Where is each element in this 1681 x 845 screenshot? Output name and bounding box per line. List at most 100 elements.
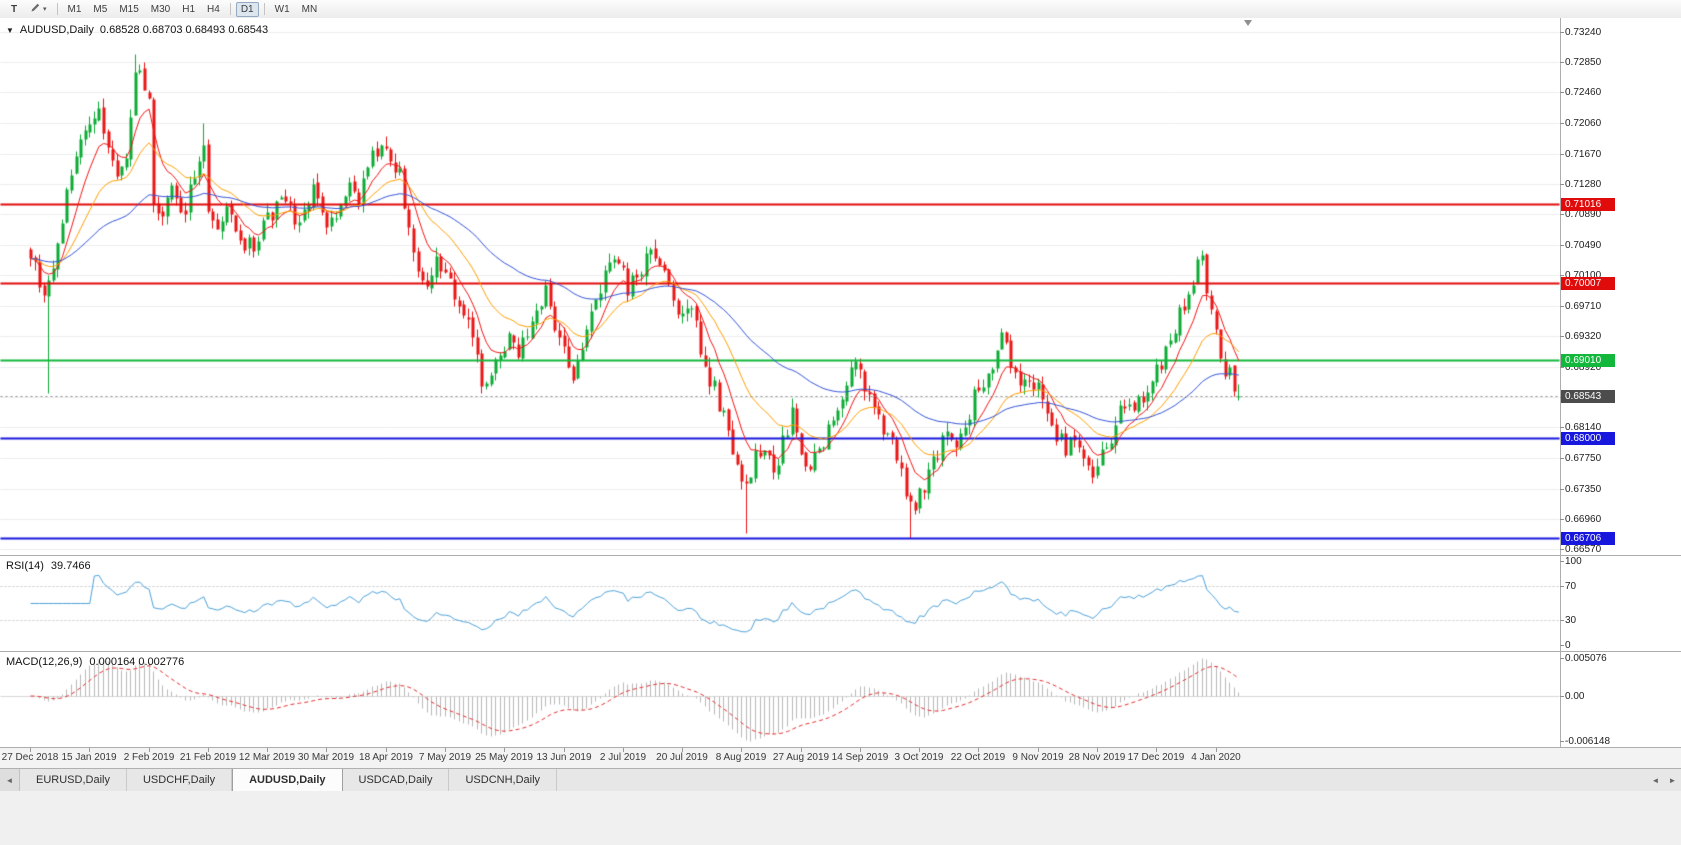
price-axis-tick: 0.68140 xyxy=(1559,422,1602,434)
timeframe-button-h4[interactable]: H4 xyxy=(202,2,225,17)
time-axis-label: 4 Jan 2020 xyxy=(1191,752,1241,763)
pane-separator[interactable] xyxy=(0,651,1681,652)
macd-indicator-values: 0.000164 0.002776 xyxy=(89,656,185,668)
tab-scroll-left-button[interactable]: ◄ xyxy=(0,769,20,791)
time-axis-label: 17 Dec 2019 xyxy=(1127,752,1185,763)
toolbar-separator xyxy=(263,3,265,15)
price-axis-tick: 0.70890 xyxy=(1559,209,1602,221)
price-axis-tick: 0.69320 xyxy=(1559,330,1602,342)
time-axis-label: 2 Feb 2019 xyxy=(123,752,175,763)
time-axis-tick xyxy=(30,748,31,752)
price-axis-tick: 0.73240 xyxy=(1559,27,1602,38)
time-axis-label: 25 May 2019 xyxy=(475,752,533,763)
time-axis-tick xyxy=(267,748,268,752)
price-axis-tick: 0.66570 xyxy=(1559,544,1602,555)
macd-axis-tick: -0.006148 xyxy=(1559,736,1611,747)
price-axis-tick: 0.72460 xyxy=(1559,87,1602,99)
price-axis-tick: 0.72060 xyxy=(1559,118,1602,130)
chart-tabs-bar: ◄ EURUSD,Daily USDCHF,Daily AUDUSD,Daily US… xyxy=(0,768,1681,791)
timeframe-button-d1[interactable]: D1 xyxy=(235,1,259,17)
time-axis-label: 22 Oct 2019 xyxy=(950,752,1006,763)
rsi-label: RSI(14) 39.7466 xyxy=(6,560,91,572)
rsi-axis-tick: 100 xyxy=(1560,556,1582,567)
chart-tab-audusd[interactable]: AUDUSD,Daily xyxy=(232,769,343,791)
time-axis-tick xyxy=(919,748,920,752)
time-axis-tick xyxy=(623,748,624,752)
rsi-indicator-name: RSI(14) xyxy=(6,560,44,572)
pane-separator xyxy=(0,747,1681,748)
toolbar-separator xyxy=(56,3,58,15)
chart-shift-marker[interactable] xyxy=(1244,20,1252,26)
time-axis-label: 13 Jun 2019 xyxy=(536,752,592,763)
rsi-axis-tick: 0 xyxy=(1560,640,1571,651)
price-axis-tick: 0.67350 xyxy=(1559,483,1602,495)
chart-tab-usdchf[interactable]: USDCHF,Daily xyxy=(127,769,233,791)
time-axis-label: 14 Sep 2019 xyxy=(831,752,889,763)
chart-title: ▼ AUDUSD,Daily 0.68528 0.68703 0.68493 0… xyxy=(6,24,268,36)
chart-tab-usdcad[interactable]: USDCAD,Daily xyxy=(343,769,450,791)
time-axis-tick xyxy=(149,748,150,752)
time-axis-tick xyxy=(741,748,742,752)
timeframe-button-mn[interactable]: MN xyxy=(297,2,323,17)
rsi-indicator-canvas[interactable] xyxy=(0,556,1560,651)
price-axis-tick: 0.68920 xyxy=(1559,361,1602,373)
time-axis-label: 28 Nov 2019 xyxy=(1068,752,1126,763)
time-axis-tick xyxy=(1216,748,1217,752)
time-axis-tick xyxy=(326,748,327,752)
toolbar-separator xyxy=(229,3,231,15)
pencil-icon xyxy=(30,2,41,16)
time-axis-label: 9 Nov 2019 xyxy=(1012,752,1064,763)
tabs-next-button[interactable]: ► xyxy=(1664,769,1681,791)
price-axis-tick: 0.66960 xyxy=(1559,513,1602,525)
chart-tab-usdcnh[interactable]: USDCNH,Daily xyxy=(449,769,558,791)
rsi-axis-tick: 70 xyxy=(1559,581,1577,593)
rsi-indicator-value: 39.7466 xyxy=(50,560,91,572)
timeframe-button-m5[interactable]: M5 xyxy=(88,2,112,17)
time-axis-tick xyxy=(860,748,861,752)
timeframe-button-m15[interactable]: M15 xyxy=(114,2,143,17)
chart-ohlc-values: 0.68528 0.68703 0.68493 0.68543 xyxy=(99,24,269,36)
time-axis-tick xyxy=(682,748,683,752)
timeframe-button-m1[interactable]: M1 xyxy=(63,2,87,17)
macd-axis-tick: 0.00 xyxy=(1559,690,1585,702)
time-axis[interactable]: 27 Dec 2018 15 Jan 2019 2 Feb 2019 21 Feb 2… xyxy=(0,748,1681,768)
price-axis-border xyxy=(1560,18,1561,748)
price-level-badge: 0.71016 xyxy=(1561,198,1615,212)
timeframe-button-m30[interactable]: M30 xyxy=(146,2,175,17)
collapse-arrow-icon[interactable]: ▼ xyxy=(6,25,14,35)
time-axis-label: 20 Jul 2019 xyxy=(656,752,708,763)
price-axis-tick: 0.67750 xyxy=(1559,452,1602,464)
time-axis-label: 2 Jul 2019 xyxy=(599,752,647,763)
pane-separator[interactable] xyxy=(0,555,1681,556)
price-level-badge: 0.69010 xyxy=(1561,353,1615,367)
price-level-badge: 0.66706 xyxy=(1561,532,1615,546)
time-axis-label: 18 Apr 2019 xyxy=(359,752,413,763)
time-axis-label: 3 Oct 2019 xyxy=(894,752,944,763)
chart-tab-eurusd[interactable]: EURUSD,Daily xyxy=(20,769,127,791)
time-axis-tick xyxy=(504,748,505,752)
price-axis-tick: 0.69710 xyxy=(1559,300,1602,312)
time-axis-label: 12 Mar 2019 xyxy=(238,752,296,763)
price-chart-canvas[interactable] xyxy=(0,20,1560,555)
time-axis-tick xyxy=(801,748,802,752)
chart-symbol-label: AUDUSD,Daily xyxy=(19,24,94,36)
cursor-tool-button[interactable]: T xyxy=(5,2,23,17)
price-axis-tick: 0.71280 xyxy=(1559,178,1602,190)
macd-indicator-canvas[interactable] xyxy=(0,652,1560,747)
drawing-tools-dropdown-button[interactable]: ▾ xyxy=(25,2,52,17)
timeframe-button-group: M1 M5 M15 M30 H1 H4 D1 W1 MN xyxy=(62,1,324,17)
tabbar-spacer xyxy=(557,769,1647,791)
price-axis-tick: 0.71670 xyxy=(1559,148,1602,160)
time-axis-label: 7 May 2019 xyxy=(418,752,472,763)
time-axis-label: 21 Feb 2019 xyxy=(179,752,237,763)
price-level-badge: 0.68000 xyxy=(1561,432,1615,446)
time-axis-tick xyxy=(445,748,446,752)
timeframe-button-w1[interactable]: W1 xyxy=(270,2,295,17)
time-axis-tick xyxy=(208,748,209,752)
time-axis-label: 27 Aug 2019 xyxy=(772,752,830,763)
time-axis-label: 8 Aug 2019 xyxy=(715,752,767,763)
timeframe-button-h1[interactable]: H1 xyxy=(177,2,200,17)
tabs-prev-button[interactable]: ◄ xyxy=(1647,769,1664,791)
